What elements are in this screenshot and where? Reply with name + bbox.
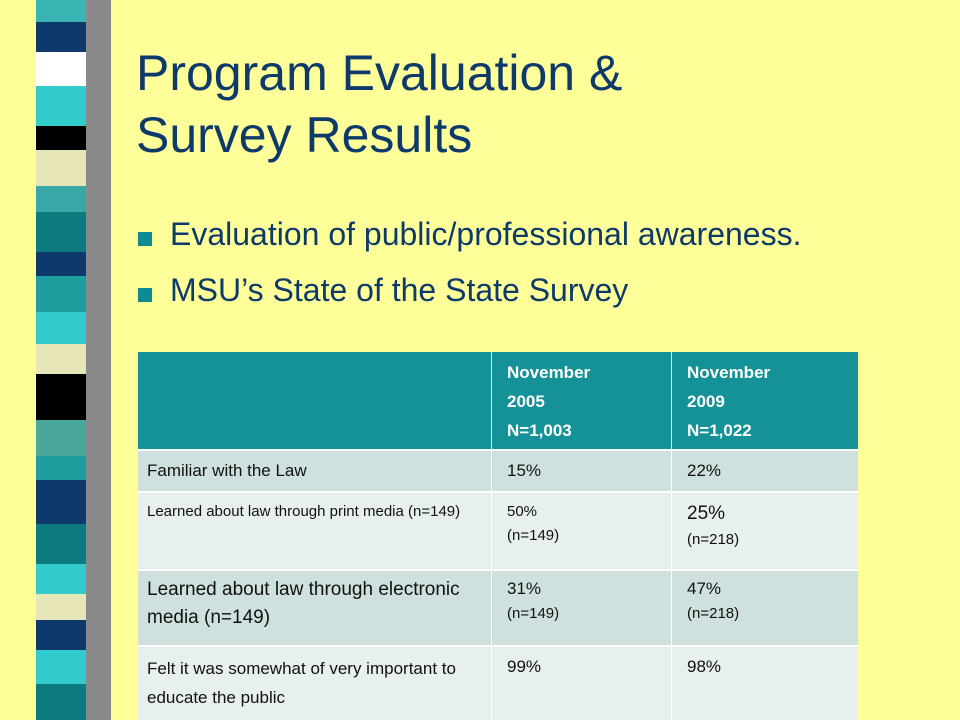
value-2005: 99%	[507, 657, 542, 676]
bullet-item: MSU’s State of the State Survey	[136, 268, 936, 324]
value-2009: 98%	[687, 657, 722, 676]
value-2005-n: (n=149)	[507, 527, 560, 544]
value-2005: 50%	[507, 503, 538, 520]
stripe	[36, 276, 86, 312]
row-divider	[138, 645, 858, 647]
stripe	[36, 684, 86, 720]
square-bullet-icon	[138, 232, 152, 246]
stripe	[36, 594, 86, 620]
slide-title: Program Evaluation & Survey Results	[136, 42, 916, 166]
stripe	[36, 126, 86, 150]
header-2009-month: November	[687, 363, 771, 382]
value-2009: 47%	[687, 579, 722, 598]
column-divider	[671, 352, 672, 720]
table-row: Felt it was somewhat of very important t…	[138, 646, 858, 720]
table-row: Familiar with the Law 15% 22%	[138, 450, 858, 492]
header-2005-year: 2005	[507, 392, 545, 411]
row-divider	[138, 569, 858, 571]
bullet-item: Evaluation of public/professional awaren…	[136, 212, 936, 268]
title-line-1: Program Evaluation &	[136, 45, 623, 101]
stripe	[36, 150, 86, 186]
bullet-text: MSU’s State of the State Survey	[170, 272, 629, 308]
stripe	[36, 456, 86, 480]
header-2009-year: 2009	[687, 392, 725, 411]
value-2005-cell: 31% (n=149)	[491, 570, 671, 646]
header-empty-cell	[138, 352, 491, 450]
value-2009: 22%	[687, 461, 722, 480]
header-2005-month: November	[507, 363, 591, 382]
value-2005-cell: 50% (n=149)	[491, 492, 671, 570]
row-label: Learned about law through print media (n…	[147, 503, 461, 520]
square-bullet-icon	[138, 288, 152, 302]
header-2005: November 2005 N=1,003	[491, 352, 671, 450]
stripe	[36, 480, 86, 524]
row-divider	[138, 491, 858, 493]
header-2005-n: N=1,003	[507, 421, 572, 440]
value-2005: 15%	[507, 461, 542, 480]
value-2009: 25%	[687, 503, 726, 524]
stripe	[36, 344, 86, 374]
row-label: Familiar with the Law	[147, 461, 307, 480]
value-2009-cell: 25% (n=218)	[671, 492, 858, 570]
bullet-list: Evaluation of public/professional awaren…	[136, 212, 936, 324]
value-2005-n: (n=149)	[507, 605, 560, 622]
stripe	[36, 86, 86, 126]
header-2009-n: N=1,022	[687, 421, 752, 440]
stripe	[36, 564, 86, 594]
stripe	[36, 0, 86, 22]
row-label: Felt it was somewhat of very important t…	[147, 659, 456, 707]
stripe	[36, 212, 86, 252]
value-2005: 31%	[507, 579, 542, 598]
stripe	[36, 420, 86, 456]
stripe	[36, 620, 86, 650]
stripe	[36, 650, 86, 684]
row-divider	[138, 449, 858, 451]
stripe	[36, 186, 86, 212]
stripe	[36, 52, 86, 86]
title-line-2: Survey Results	[136, 107, 473, 163]
stripe	[36, 524, 86, 564]
table-row: Learned about law through print media (n…	[138, 492, 858, 570]
value-2009-n: (n=218)	[687, 531, 740, 548]
table-row: Learned about law through electronic med…	[138, 570, 858, 646]
stripe	[36, 312, 86, 344]
header-2009: November 2009 N=1,022	[671, 352, 858, 450]
table-header-row: November 2005 N=1,003 November 2009 N=1,…	[138, 352, 858, 450]
bullet-text: Evaluation of public/professional awaren…	[170, 216, 802, 252]
decorative-gray-bar	[86, 0, 111, 720]
row-label: Learned about law through electronic med…	[147, 579, 460, 628]
stripe	[36, 22, 86, 52]
survey-results-table: November 2005 N=1,003 November 2009 N=1,…	[138, 352, 858, 720]
stripe	[36, 374, 86, 420]
decorative-stripes	[36, 0, 86, 720]
value-2009-cell: 47% (n=218)	[671, 570, 858, 646]
value-2009-n: (n=218)	[687, 605, 740, 622]
column-divider	[491, 352, 492, 720]
stripe	[36, 252, 86, 276]
